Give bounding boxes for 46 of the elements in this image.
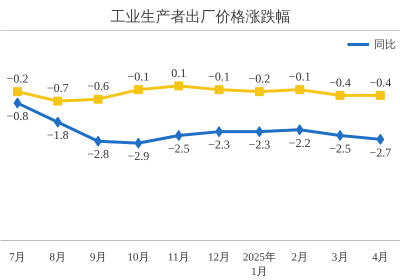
x-tick-label: 10月 [127,252,150,264]
data-label: −0.1 [288,70,311,84]
point [174,130,183,141]
x-tick-label: 7月 [9,252,26,264]
point [94,94,103,104]
point [376,90,385,100]
data-label: −1.8 [46,128,69,142]
point [295,85,304,94]
point [254,87,264,96]
legend-label: 同比 [374,36,396,52]
data-label: −2.5 [168,142,190,156]
data-label: −2.2 [288,136,311,150]
data-label: −0.8 [6,109,28,124]
x-tick-label: 2025年 1月 [242,252,276,278]
point [214,85,224,94]
data-label: −0.1 [128,70,150,84]
x-tick-label: 3月 [332,252,348,264]
data-label: −0.1 [208,70,230,84]
data-label: 0.1 [171,66,186,80]
x-tick-label: 9月 [90,252,106,264]
point [54,116,62,128]
x-tick-label: 8月 [50,252,66,264]
x-tick-label: 4月 [372,252,389,264]
data-label: −2.7 [369,145,392,160]
point [53,96,62,106]
x-tick-label: 12月 [208,252,230,264]
data-label: −0.2 [248,72,270,86]
data-label: −2.5 [329,142,351,156]
point [174,81,184,90]
data-label: −0.6 [87,79,109,94]
point [336,130,344,141]
x-tick-label: 11月 [168,252,190,264]
data-label: −0.4 [369,75,392,90]
point [12,87,22,96]
data-label: −0.4 [329,75,351,90]
point [336,90,345,100]
data-label: −2.3 [248,138,270,152]
chart-title: 工业生产者出厂价格涨跌幅 [110,8,290,26]
point [296,124,304,136]
data-label: −2.8 [87,147,109,162]
data-label: −0.7 [46,81,69,96]
data-label: −0.2 [6,72,28,86]
data-label: −2.3 [208,138,230,152]
data-label: −2.9 [128,149,150,164]
point [134,85,143,94]
x-tick-label: 2月 [291,252,308,264]
